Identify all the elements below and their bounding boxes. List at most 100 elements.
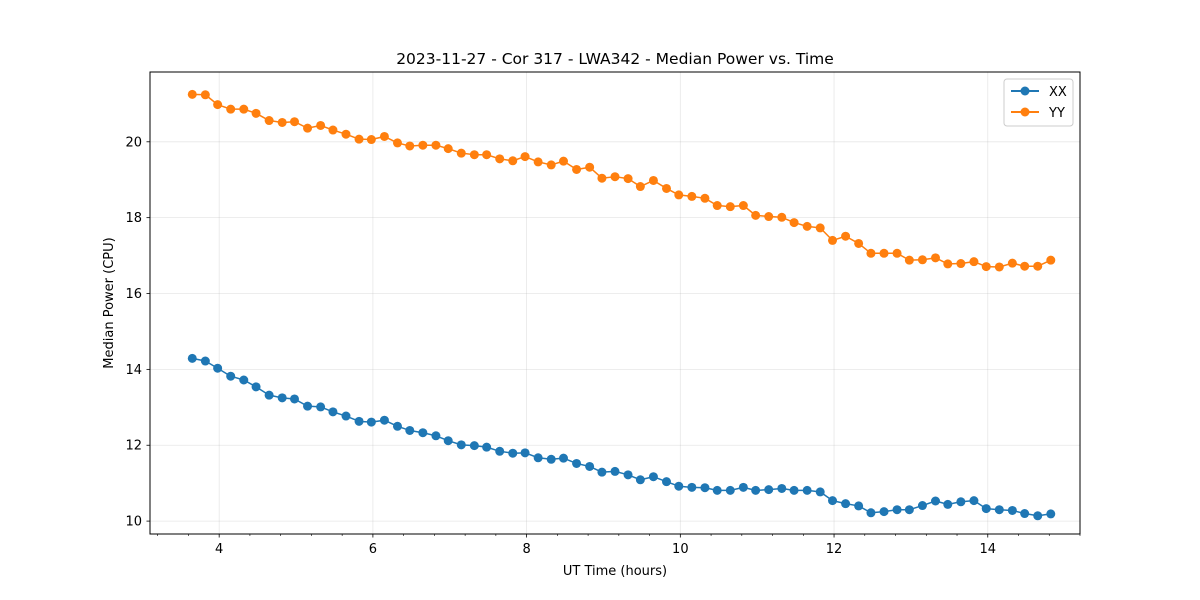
data-point-xx: [405, 425, 415, 435]
data-point-yy: [841, 231, 851, 241]
x-tick-label: 4: [215, 542, 223, 557]
data-point-yy: [712, 201, 722, 211]
data-point-yy: [316, 120, 326, 130]
data-point-yy: [597, 173, 607, 183]
data-point-yy: [738, 201, 748, 211]
data-point-yy: [687, 191, 697, 201]
data-point-xx: [533, 453, 543, 463]
data-point-yy: [508, 156, 518, 166]
data-point-xx: [328, 407, 338, 417]
data-point-yy: [200, 90, 210, 100]
data-point-yy: [969, 257, 979, 267]
data-point-xx: [751, 485, 761, 495]
data-point-yy: [431, 140, 441, 150]
data-point-xx: [213, 363, 223, 373]
data-point-yy: [854, 238, 864, 248]
data-point-xx: [841, 499, 851, 509]
data-point-xx: [546, 454, 556, 464]
data-point-xx: [1046, 509, 1056, 519]
data-point-yy: [303, 123, 313, 133]
data-point-yy: [828, 235, 838, 245]
data-point-xx: [854, 501, 864, 511]
data-point-xx: [738, 482, 748, 492]
data-point-xx: [1033, 511, 1043, 521]
data-point-xx: [956, 497, 966, 507]
data-point-xx: [597, 467, 607, 477]
data-point-yy: [943, 259, 953, 269]
data-point-xx: [712, 485, 722, 495]
grid-layer: [150, 72, 1080, 534]
data-point-yy: [187, 89, 197, 99]
data-point-xx: [303, 401, 313, 411]
data-point-yy: [725, 202, 735, 212]
data-point-yy: [1033, 261, 1043, 271]
data-point-yy: [290, 117, 299, 127]
data-point-xx: [662, 477, 671, 487]
data-point-yy: [635, 182, 645, 192]
legend-yy-label: YY: [1048, 106, 1065, 121]
data-point-xx: [366, 417, 376, 427]
legend-yy-marker: [1020, 107, 1030, 117]
axis-layer: 4 6 8 10 12 14 10 12 14 16 18 20: [125, 135, 1081, 557]
data-point-xx: [866, 508, 876, 518]
data-point-xx: [879, 507, 889, 517]
chart-title: 2023-11-27 - Cor 317 - LWA342 - Median P…: [396, 50, 834, 68]
data-point-yy: [789, 218, 799, 228]
data-point-xx: [931, 496, 940, 506]
data-point-yy: [495, 154, 505, 164]
data-point-xx: [585, 461, 595, 471]
data-point-xx: [892, 505, 902, 515]
data-point-yy: [379, 131, 389, 141]
data-point-yy: [879, 248, 889, 258]
data-point-xx: [431, 431, 441, 441]
data-point-xx: [623, 470, 633, 480]
data-point-yy: [520, 152, 530, 162]
data-point-yy: [405, 141, 415, 151]
data-point-xx: [969, 496, 979, 506]
data-point-yy: [1046, 255, 1056, 265]
data-point-yy: [866, 248, 876, 258]
data-point-yy: [354, 134, 364, 144]
data-point-xx: [200, 356, 210, 366]
data-point-xx: [187, 353, 197, 363]
data-point-xx: [815, 487, 825, 497]
data-point-xx: [635, 475, 645, 485]
x-axis-label: UT Time (hours): [563, 564, 667, 579]
data-point-xx: [354, 416, 364, 426]
legend: XX YY: [1003, 78, 1074, 127]
data-point-xx: [341, 411, 351, 421]
data-point-xx: [802, 485, 812, 495]
data-point-yy: [1020, 261, 1030, 271]
data-point-yy: [239, 104, 249, 114]
data-point-yy: [456, 148, 466, 158]
data-point-xx: [764, 485, 774, 495]
data-point-yy: [700, 193, 710, 203]
data-point-yy: [623, 174, 633, 184]
data-point-yy: [904, 255, 914, 265]
data-point-yy: [648, 175, 658, 185]
data-point-xx: [418, 428, 428, 438]
data-point-xx: [316, 402, 326, 412]
data-point-yy: [482, 150, 492, 160]
plot-frame: [149, 71, 1081, 535]
data-point-xx: [520, 448, 530, 458]
data-point-yy: [802, 221, 812, 231]
data-point-yy: [533, 157, 543, 167]
data-point-yy: [610, 172, 620, 182]
data-point-yy: [892, 248, 902, 258]
data-point-yy: [662, 183, 671, 193]
y-tick-label: 14: [125, 363, 142, 378]
series-layer: [187, 89, 1056, 521]
data-point-xx: [495, 446, 505, 456]
data-point-xx: [610, 466, 620, 476]
data-point-yy: [994, 262, 1004, 272]
data-point-yy: [917, 255, 927, 265]
data-point-yy: [546, 160, 556, 170]
legend-xx-label: XX: [1049, 85, 1067, 100]
plot-area: [150, 72, 1080, 534]
data-point-xx: [456, 440, 466, 450]
data-point-xx: [226, 371, 236, 381]
data-point-yy: [418, 140, 428, 150]
data-point-yy: [213, 100, 223, 110]
